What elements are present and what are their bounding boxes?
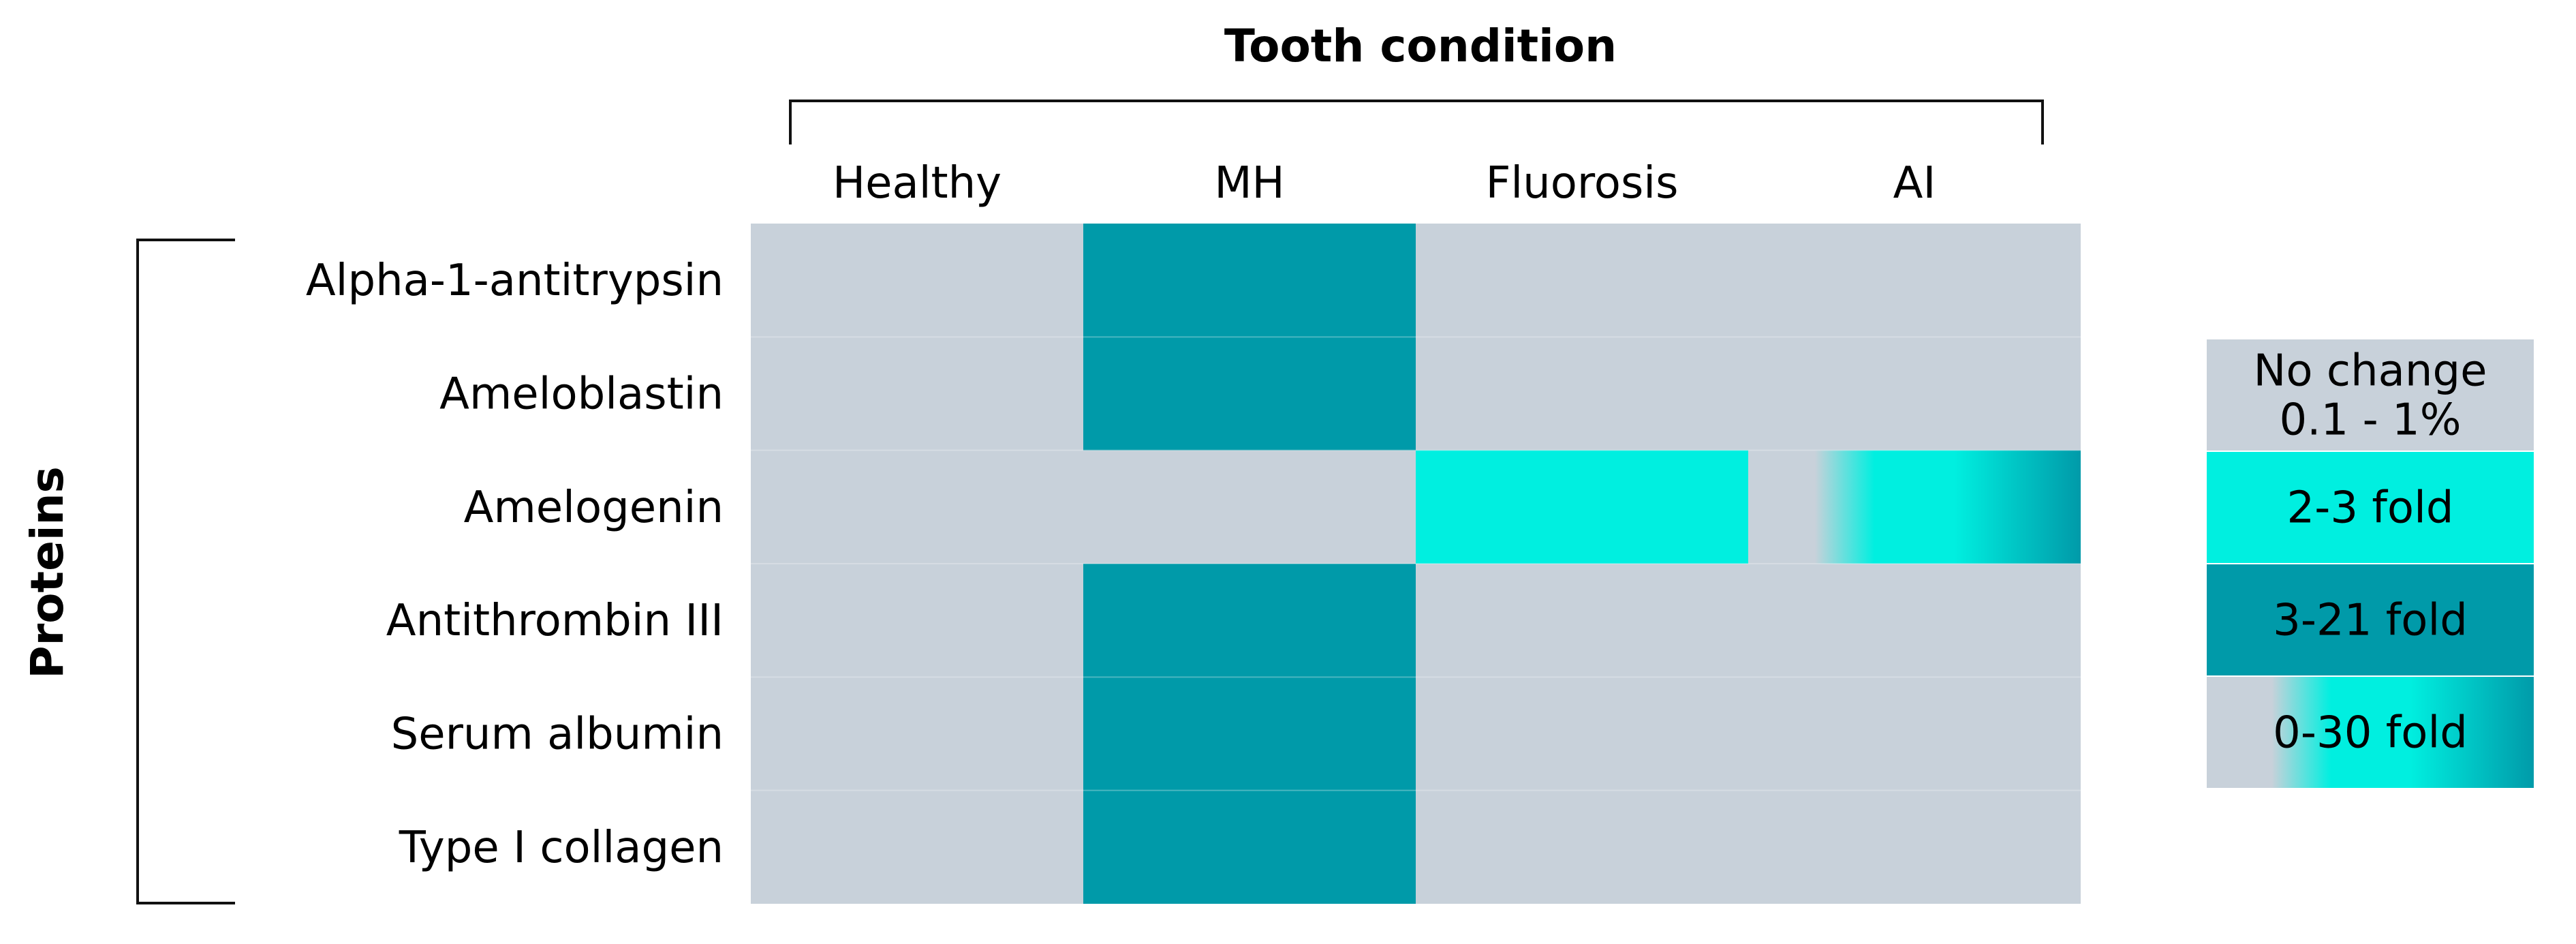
row-label-antithrombin-iii: Antithrombin III: [386, 596, 724, 646]
legend-swatch-mid: [2205, 451, 2535, 564]
column-label-healthy: Healthy: [833, 158, 1002, 209]
column-label-ai: AI: [1893, 158, 1936, 209]
row-label-alpha-1-antitrypsin: Alpha-1-antitrypsin: [306, 256, 724, 306]
legend-label-none: No change: [2254, 346, 2487, 397]
row-label-ameloblastin: Ameloblastin: [439, 369, 724, 420]
legend-label-none: 0.1 - 1%: [2279, 395, 2461, 446]
row-label-amelogenin: Amelogenin: [464, 483, 724, 533]
row-bracket: [136, 239, 235, 904]
cell-antithrombin-iii-mh: [1083, 564, 1416, 677]
legend-swatch-variable: [2205, 675, 2535, 789]
cell-amelogenin-fluorosis: [1416, 450, 1748, 564]
chart-title: Tooth condition: [1224, 20, 1617, 72]
heatmap-cells: [751, 224, 2081, 904]
cell-serum-albumin-mh: [1083, 677, 1416, 791]
cell-type-i-collagen-mh: [1083, 790, 1416, 904]
column-label-fluorosis: Fluorosis: [1486, 158, 1679, 209]
column-bracket: [789, 100, 2044, 144]
legend-label-mid: 2-3 fold: [2287, 483, 2454, 534]
legend-label-variable: 0-30 fold: [2273, 708, 2468, 759]
cell-alpha-1-antitrypsin-mh: [1083, 224, 1416, 337]
y-axis-label: Proteins: [21, 466, 74, 678]
legend-swatch-high: [2205, 563, 2535, 677]
row-label-type-i-collagen: Type I collagen: [399, 823, 724, 873]
cell-amelogenin-ai: [1748, 450, 2081, 564]
row-labels: Alpha-1-antitrypsin Ameloblastin Amelogeni…: [306, 256, 724, 873]
legend-swatch-none: [2205, 338, 2535, 452]
cell-ameloblastin-mh: [1083, 337, 1416, 451]
legend-label-high: 3-21 fold: [2273, 596, 2468, 646]
column-labels: Healthy MH Fluorosis AI: [833, 158, 1936, 209]
column-label-mh: MH: [1214, 158, 1284, 209]
row-label-serum-albumin: Serum albumin: [391, 710, 724, 760]
